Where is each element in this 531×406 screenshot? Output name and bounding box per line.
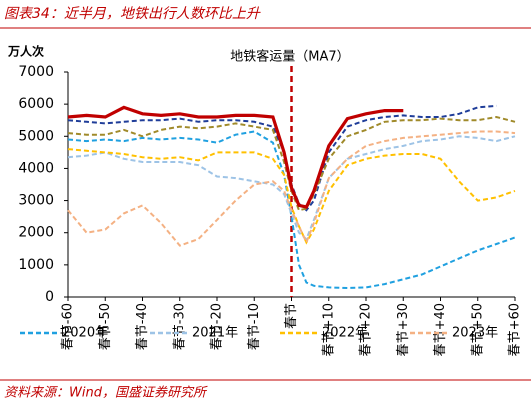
legend-label: 2022年 [322, 326, 368, 341]
series-line [67, 130, 516, 290]
series-line [67, 104, 497, 212]
x-tick-label: 春节+40 [433, 303, 448, 356]
x-tick-label: 春节+50 [470, 303, 485, 356]
x-tick-label: 春节 [284, 303, 299, 329]
x-tick-label: 春节+30 [396, 303, 411, 356]
y-tick-label: 5000 [18, 128, 54, 144]
series-line [67, 148, 516, 245]
y-tick-label: 0 [45, 289, 54, 305]
legend-label: 2023年 [452, 326, 498, 341]
y-axis-label: 万人次 [7, 44, 44, 59]
y-tick-label: 1000 [18, 257, 54, 273]
x-tick-label: 春节+20 [359, 303, 374, 356]
series-line [67, 105, 404, 209]
x-tick-label: 春节-20 [210, 303, 225, 350]
x-tick-label: 春节-50 [98, 303, 113, 350]
x-tick-label: 春节-40 [135, 303, 150, 350]
x-tick-label: 春节-10 [247, 303, 262, 350]
legend-label: 2021年 [192, 326, 238, 341]
source: 资料来源：Wind，国盛证券研究所 [4, 385, 208, 401]
chart-title: 地铁客运量（MA7） [230, 49, 349, 65]
y-tick-label: 3000 [18, 193, 54, 209]
y-tick-label: 6000 [18, 96, 54, 112]
y-tick-label: 4000 [18, 160, 54, 176]
series-line [67, 130, 516, 247]
y-tick-label: 2000 [18, 225, 54, 241]
x-tick-label: 春节+10 [321, 303, 336, 356]
x-tick-label: 春节+60 [508, 303, 523, 356]
y-tick-label: 7000 [18, 64, 54, 80]
x-tick-label: 春节-30 [172, 303, 187, 350]
series-line [67, 135, 516, 241]
legend-label: 2020年 [62, 326, 108, 341]
x-tick-label: 春节-60 [61, 303, 76, 350]
page-title: 图表34：近半月，地铁出行人数环比上升 [4, 6, 261, 22]
